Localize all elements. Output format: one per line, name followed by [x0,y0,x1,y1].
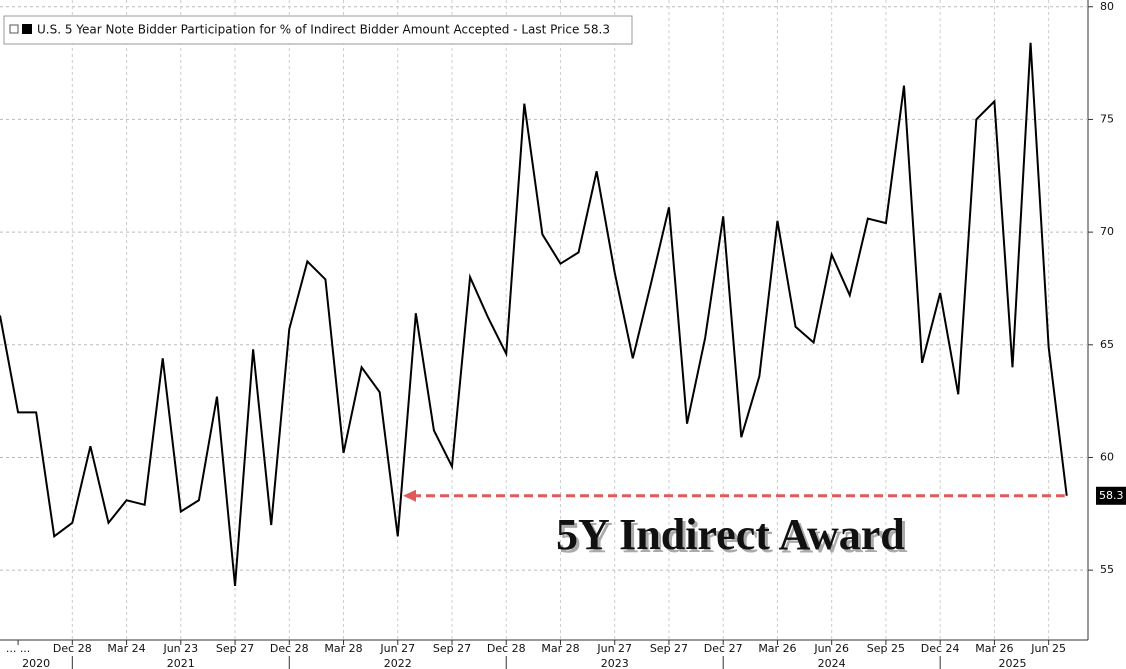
year-label: 2020 [22,657,50,669]
annotation-shadow: 5Y Indirect Award [559,513,908,562]
y-tick-label: 55 [1100,563,1114,576]
x-tick-label: Mar 28 [324,642,362,655]
x-tick-label: Jun 26 [813,642,849,655]
x-tick-label: Dec 28 [487,642,526,655]
y-tick-label: 80 [1100,0,1114,13]
x-tick-label: Sep 27 [216,642,254,655]
year-label: 2021 [167,657,195,669]
data-line [0,42,1068,587]
year-label: 2023 [601,657,629,669]
x-tick-label: Dec 28 [53,642,92,655]
year-label: 2025 [998,657,1026,669]
x-tick-label: Jun 27 [596,642,632,655]
x-tick-label: Mar 26 [758,642,796,655]
legend-swatch [22,24,32,34]
x-tick-label: Dec 27 [704,642,743,655]
x-tick-label: Mar 24 [107,642,145,655]
x-tick-label: Sep 27 [433,642,471,655]
legend: U.S. 5 Year Note Bidder Participation fo… [3,15,633,45]
x-tick-label: Jun 25 [1030,642,1066,655]
year-label: 2022 [384,657,412,669]
x-tick-label: Sep 27 [650,642,688,655]
x-tick-label: Dec 24 [921,642,960,655]
annotation: 5Y Indirect Award [556,510,905,559]
last-value-box [1096,486,1126,505]
y-tick-label: 75 [1100,112,1114,125]
legend-box [3,15,633,45]
x-tick-label: Mar 26 [975,642,1013,655]
y-tick-label: 70 [1100,225,1114,238]
last-value-label: 58.3 [1099,489,1124,502]
x-tick-label: Jun 23 [162,642,198,655]
y-tick-label: 65 [1100,338,1114,351]
x-tick-label: ... ... [6,642,30,655]
legend-toggle [9,24,19,34]
legend-label: U.S. 5 Year Note Bidder Participation fo… [37,23,610,37]
y-tick-label: 60 [1100,450,1114,463]
x-tick-label: Mar 28 [541,642,579,655]
annotation-arrowhead [403,489,416,502]
x-tick-label: Dec 28 [270,642,309,655]
year-label: 2024 [818,657,846,669]
x-tick-label: Jun 27 [379,642,415,655]
x-tick-label: Sep 25 [867,642,905,655]
